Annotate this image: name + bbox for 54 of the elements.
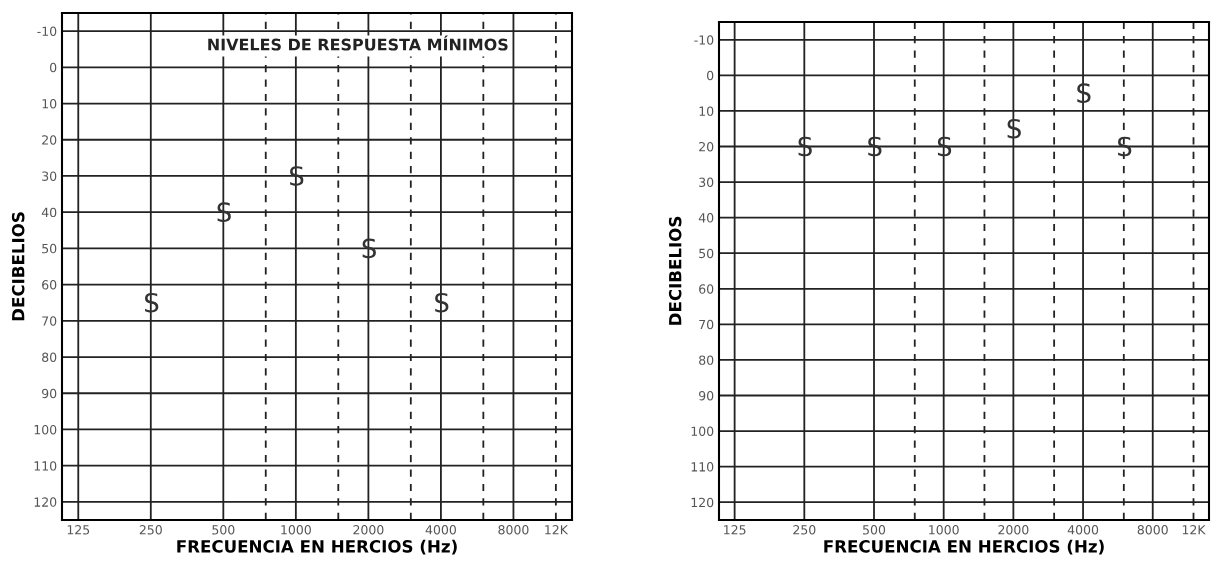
x-tick-label: 2000 (353, 525, 384, 535)
text: NIVELES DE RESPUESTA MÍNIMOS (208, 35, 508, 51)
x-tick-label: 12K (1182, 525, 1206, 535)
y-tick-label: -10 (37, 26, 57, 37)
x-tick-label: 125 (67, 525, 90, 535)
y-tick-label: 110 (34, 461, 57, 471)
y-axis-title: DECIBELIOS (668, 216, 682, 325)
y-tick-label: 50 (42, 243, 57, 254)
x-tick-label: 8000 (498, 525, 529, 535)
y-tick-label: 20 (699, 141, 714, 152)
y-tick-label: 120 (691, 497, 714, 508)
y-tick-label: 40 (41, 207, 57, 218)
y-tick-label: 80 (42, 352, 57, 362)
point (1077, 83, 1091, 103)
y-tick-label: 50 (699, 248, 714, 259)
x-tick-label: 500 (212, 525, 235, 535)
y-tick-label: 30 (699, 177, 714, 187)
y-axis-title: DECIBELIOS (11, 212, 25, 321)
x-tick-label: 1000 (929, 525, 959, 535)
x-axis-title: FRECUENCIA EN HERCIOS (Hz) (824, 539, 1104, 555)
y-tick-label: 0 (707, 70, 714, 81)
y-tick-label: 30 (42, 171, 57, 181)
y-tick-label: 110 (691, 462, 714, 472)
y-tick-label: 40 (698, 213, 714, 223)
y-tick-label: 0 (50, 62, 57, 73)
y-tick-label: 10 (699, 106, 714, 116)
point (290, 166, 304, 186)
y-tick-label: 120 (34, 497, 57, 507)
y-tick-label: 70 (42, 316, 57, 326)
y-tick-label: 70 (699, 319, 714, 330)
y-tick-label: 80 (699, 355, 714, 365)
x-tick-label: 125 (724, 525, 746, 535)
point (937, 136, 952, 157)
y-tick-label: 100 (34, 424, 57, 435)
y-tick-label: -10 (694, 35, 714, 45)
y-tick-label: 10 (42, 99, 57, 109)
x-tick-label: 12K (545, 525, 569, 535)
x-tick-label: 1000 (281, 525, 311, 535)
y-tick-label: 60 (42, 280, 57, 290)
y-tick-label: 90 (42, 388, 57, 399)
point (217, 202, 231, 222)
x-tick-label: 250 (139, 525, 162, 535)
y-tick-label: 100 (691, 426, 714, 436)
y-tick-label: 20 (42, 135, 57, 145)
point (144, 292, 159, 313)
x-axis-title: FRECUENCIA EN HERCIOS (Hz) (177, 539, 457, 555)
x-tick-label: 250 (793, 525, 816, 535)
y-tick-label: 90 (699, 390, 714, 401)
x-tick-label: 4000 (425, 525, 456, 535)
x-tick-label: 500 (863, 525, 886, 535)
x-tick-label: 4000 (1067, 525, 1099, 535)
x-tick-label: 2000 (998, 525, 1029, 535)
y-tick-label: 60 (699, 284, 714, 294)
x-tick-label: 8000 (1137, 525, 1168, 535)
